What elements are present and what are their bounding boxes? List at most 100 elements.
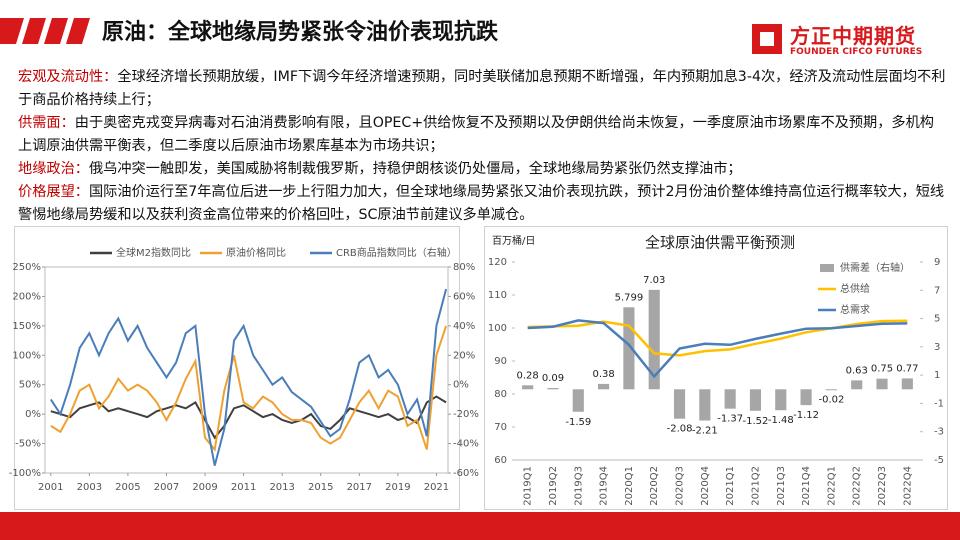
section-text: 俄乌冲突一触即发，美国威胁将制裁俄罗斯，持稳伊朗核谈仍处僵局，全球地缘局势紧张仍… <box>88 161 742 177</box>
value-label: -1.48 <box>768 415 794 426</box>
y2-tick-label: -60% <box>453 468 479 479</box>
x-tick-label: 2021Q2 <box>750 466 761 506</box>
y-axis-title: 百万桶/日 <box>492 234 535 247</box>
paragraph: 供需面：由于奥密克戎变异病毒对石油消费影响有限，且OPEC+供给恢复不及预期以及… <box>18 112 948 158</box>
series-line <box>49 288 448 466</box>
chart-frame <box>484 226 948 510</box>
paragraph: 宏观及流动性：全球经济增长预期放缓，IMF下调今年经济增速预期，同时美联储加息预… <box>18 66 948 112</box>
x-tick-label: 2009 <box>192 482 217 493</box>
x-tick-label: 2011 <box>231 482 256 493</box>
y2-tick-label: 9 <box>934 257 940 268</box>
x-tick-label: 2022Q4 <box>902 466 913 506</box>
bar <box>572 389 584 412</box>
y-tick-label: 60 <box>494 455 507 466</box>
x-tick-label: 2007 <box>154 482 179 493</box>
x-tick-label: 2022Q3 <box>877 466 888 506</box>
x-tick-label: 2013 <box>269 482 294 493</box>
x-tick-label: 2015 <box>308 482 333 493</box>
y2-tick-label: -20% <box>453 409 479 420</box>
y-tick-label: 80 <box>494 389 507 400</box>
x-tick-label: 2021Q1 <box>725 466 736 506</box>
y-tick-label: -50% <box>15 439 41 450</box>
bar <box>547 388 559 390</box>
bar <box>699 389 711 421</box>
y2-tick-label: 40% <box>453 321 475 332</box>
y2-tick-label: -1 <box>934 398 944 409</box>
x-tick-label: 2005 <box>115 482 140 493</box>
chart-frame <box>14 226 460 510</box>
value-label: 0.28 <box>517 370 539 381</box>
x-tick-label: 2021Q3 <box>776 466 787 506</box>
y2-tick-label: 5 <box>934 314 940 325</box>
bar <box>673 389 686 419</box>
bar <box>775 389 787 411</box>
legend-label: 全球M2指数同比 <box>116 246 191 259</box>
section-text: 国际油价运行至7年高位后进一步上行阻力加大，但全球地缘局势紧张又油价表现抗跌，预… <box>18 184 945 223</box>
y2-tick-label: 20% <box>453 350 475 361</box>
value-label: 0.09 <box>542 373 564 384</box>
y2-tick-label: 3 <box>934 342 940 353</box>
legend-label: 原油价格同比 <box>226 246 286 259</box>
bar <box>623 307 635 390</box>
y-tick-label: 150% <box>12 321 41 332</box>
bar <box>851 380 863 390</box>
value-label: 0.77 <box>896 363 918 374</box>
bar <box>825 389 837 391</box>
section-label: 价格展望： <box>18 184 89 200</box>
y-tick-label: 70 <box>494 422 507 433</box>
logo-text: 方正中期期货 <box>790 24 916 48</box>
text-block: 宏观及流动性：全球经济增长预期放缓，IMF下调今年经济增速预期，同时美联储加息预… <box>18 66 948 227</box>
x-tick-label: 2019Q3 <box>573 466 584 506</box>
title: 原油：全球地缘局势紧张令油价表现抗跌 <box>102 20 499 45</box>
section-text: 全球经济增长预期放缓，IMF下调今年经济增速预期，同时美联储加息预期不断增强，年… <box>18 69 946 108</box>
bar <box>724 389 736 409</box>
legend-label: CRB商品指数同比（右轴） <box>336 246 457 259</box>
y-tick-label: 110 <box>488 290 507 301</box>
x-tick-label: 2017 <box>347 482 372 493</box>
series-line <box>527 319 908 379</box>
x-tick-label: 2021 <box>424 482 449 493</box>
value-label: 0.63 <box>846 365 868 376</box>
y-tick-label: 0% <box>25 409 41 420</box>
legend-label: 总需求 <box>840 303 870 316</box>
bar <box>800 389 812 406</box>
y-tick-label: 200% <box>12 291 41 302</box>
y-tick-label: -100% <box>9 468 41 479</box>
series-line <box>50 325 448 452</box>
y2-tick-label: 80% <box>453 262 475 273</box>
header-stripe <box>44 18 68 44</box>
x-tick-label: 2003 <box>77 482 102 493</box>
value-label: 0.75 <box>871 364 893 375</box>
value-label: 5.799 <box>615 292 644 303</box>
bar <box>598 383 610 390</box>
bar <box>876 378 888 390</box>
section-label: 宏观及流动性： <box>18 69 118 85</box>
x-tick-label: 2019Q4 <box>599 466 610 506</box>
y-tick-label: 90 <box>494 356 507 367</box>
value-label: -0.02 <box>818 395 844 406</box>
x-tick-label: 2020Q4 <box>700 466 711 506</box>
header-stripe <box>0 18 24 44</box>
x-tick-label: 2020Q1 <box>624 466 635 506</box>
y2-tick-label: -5 <box>934 455 944 466</box>
legend-swatch <box>820 264 834 272</box>
value-label: -1.59 <box>565 417 591 428</box>
bar <box>749 389 762 411</box>
y2-tick-label: -3 <box>934 427 944 438</box>
footer-bar <box>0 512 960 540</box>
x-tick-label: 2019 <box>385 482 410 493</box>
section-label: 供需面： <box>18 115 75 131</box>
value-label: 7.03 <box>643 275 665 286</box>
x-tick-label: 2001 <box>38 482 63 493</box>
x-tick-label: 2019Q1 <box>523 466 534 506</box>
value-label: -2.21 <box>692 426 718 437</box>
y2-tick-label: 7 <box>934 285 940 296</box>
y-tick-label: 120 <box>488 257 507 268</box>
y2-tick-label: 1 <box>934 370 940 381</box>
legend-label: 供需差（右轴） <box>840 261 910 274</box>
y-tick-label: 100 <box>488 323 507 334</box>
section-text: 由于奥密克戎变异病毒对石油消费影响有限，且OPEC+供给恢复不及预期以及伊朗供给… <box>18 115 934 154</box>
plot-border <box>44 266 449 474</box>
x-tick-label: 2020Q3 <box>675 466 686 506</box>
